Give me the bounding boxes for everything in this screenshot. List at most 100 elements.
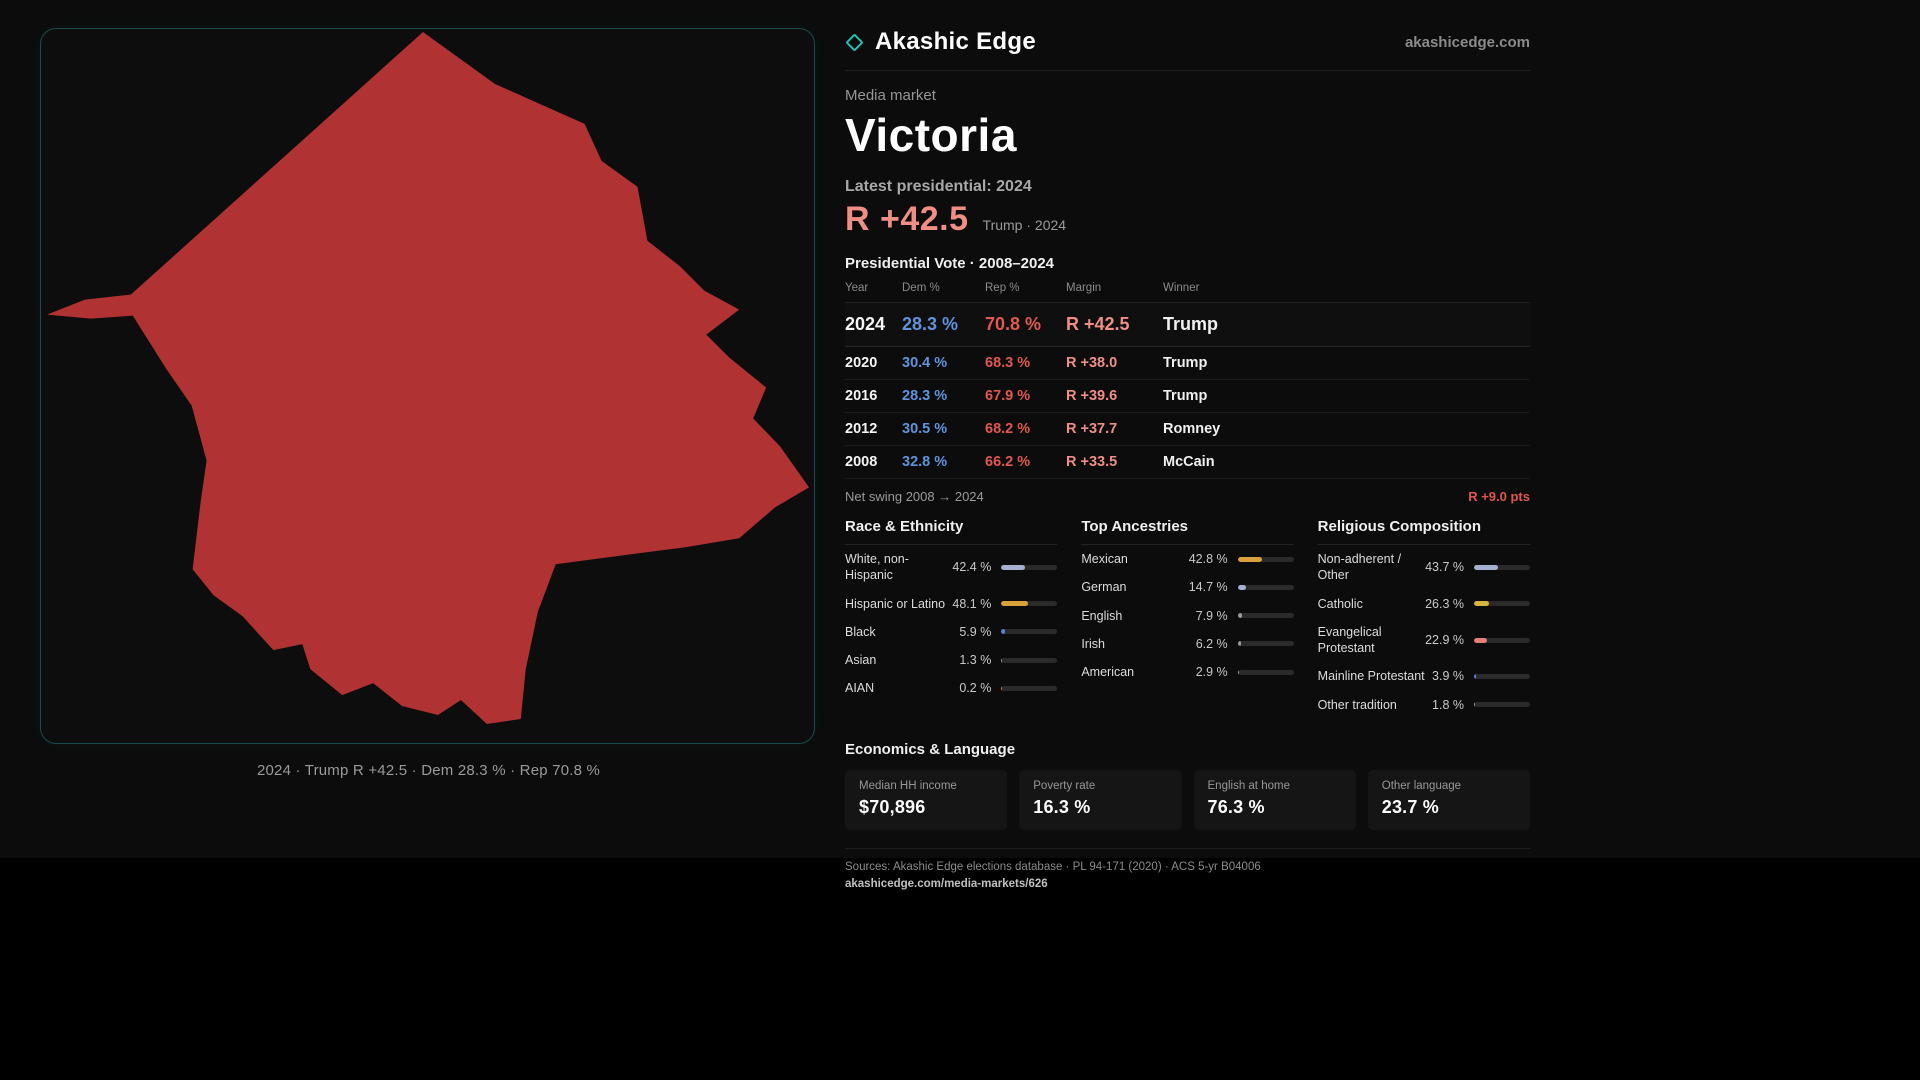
stat-card: Poverty rate 16.3 % — [1019, 769, 1182, 830]
demo-bar-fill — [1473, 601, 1489, 607]
demo-bar-track — [1237, 556, 1294, 562]
demo-label: German — [1081, 580, 1127, 595]
demo-label: Hispanic or Latino — [845, 596, 946, 611]
demo-row: White, non-Hispanic 42.4 % — [845, 545, 1058, 590]
vote-rep-pct: 68.2 % — [985, 421, 1031, 437]
brand-domain: akashicedge.com — [1404, 33, 1530, 51]
demo-row: Asian 1.3 % — [845, 646, 1058, 674]
stat-card: Other language 23.7 % — [1367, 769, 1530, 830]
demo-row: Other tradition 1.8 % — [1318, 691, 1530, 719]
vote-year: 2020 — [845, 355, 878, 371]
demo-bar-track — [1473, 702, 1530, 708]
demo-bar-track — [1473, 601, 1530, 607]
vote-row-2016: 2016 28.3 % 67.9 % R +39.6 Trump — [845, 380, 1530, 413]
vote-year: 2016 — [845, 388, 878, 404]
economics-section: Economics & Language Median HH income $70… — [845, 731, 1530, 830]
demo-label: Catholic — [1317, 596, 1363, 611]
vote-row-2020: 2020 30.4 % 68.3 % R +38.0 Trump — [845, 347, 1530, 380]
vote-table-header: Year Dem % Rep % Margin Winner — [845, 272, 1530, 303]
brand-header: Akashic Edge akashicedge.com — [845, 28, 1530, 71]
vote-margin: R +33.5 — [1066, 454, 1118, 470]
vote-row-2024: 2024 28.3 % 70.8 % R +42.5 Trump — [845, 303, 1530, 347]
demo-label: American — [1081, 665, 1135, 679]
demo-column-title: Top Ancestries — [1081, 510, 1294, 545]
demographics-grid: Race & Ethnicity White, non-Hispanic 42.4 … — [845, 510, 1530, 719]
stat-label: Other language — [1381, 779, 1462, 792]
stat-label: English at home — [1207, 779, 1290, 792]
demo-bar-track — [1001, 601, 1058, 607]
stat-label: Median HH income — [859, 779, 957, 792]
vote-winner: Trump — [1163, 355, 1208, 371]
vote-margin: R +42.5 — [1066, 314, 1130, 334]
demo-bar-track — [1237, 584, 1294, 590]
vote-rep-pct: 68.3 % — [985, 355, 1031, 371]
demo-label: Non-adherent / Other — [1317, 552, 1402, 583]
footer-sources: Sources: Akashic Edge elections database… — [845, 860, 1261, 873]
stat-value: $70,896 — [859, 796, 926, 817]
demo-row: American 2.9 % — [1081, 658, 1294, 686]
net-swing-value: R +9.0 pts — [1468, 489, 1530, 504]
demo-bar-fill — [1237, 613, 1243, 619]
demo-value: 6.2 % — [1195, 636, 1228, 651]
demo-row: Mexican 42.8 % — [1081, 545, 1294, 573]
headline-margin-value: R +42.5 — [845, 200, 969, 238]
market-title: Victoria — [845, 109, 1017, 161]
vote-dem-pct: 32.8 % — [902, 454, 948, 470]
latest-presidential-label: Latest presidential: 2024 — [845, 178, 1032, 195]
vote-winner: Trump — [1163, 314, 1219, 334]
map-panel — [40, 28, 815, 744]
demo-value: 1.3 % — [959, 653, 992, 668]
demo-bar-fill — [1001, 657, 1003, 663]
economics-title: Economics & Language — [845, 740, 1016, 758]
demo-label: Irish — [1081, 636, 1105, 651]
demo-value: 0.2 % — [959, 681, 992, 696]
demo-bar-track — [1001, 685, 1058, 691]
net-swing-label: Net swing 2008 → 2024 — [845, 489, 984, 504]
page: 2024 · Trump R +42.5 · Dem 28.3 % · Rep … — [0, 0, 1920, 890]
vote-dem-pct: 28.3 % — [902, 314, 959, 334]
vote-margin: R +38.0 — [1066, 355, 1118, 371]
demo-bar-fill — [1001, 629, 1005, 635]
vote-column-header-1: Dem % — [902, 282, 940, 294]
region-shape — [46, 31, 810, 725]
footer-permalink[interactable]: akashicedge.com/media-markets/626 — [845, 877, 1048, 890]
demo-row: Catholic 26.3 % — [1318, 590, 1530, 618]
demo-bar-track — [1473, 564, 1530, 570]
demo-column: Religious Composition Non-adherent / Othe… — [1317, 510, 1530, 719]
demo-bar-fill — [1237, 641, 1242, 647]
vote-table-body: 2024 28.3 % 70.8 % R +42.5 Trump 2020 30.4 % 68… — [845, 303, 1530, 479]
demo-row: Mainline Protestant 3.9 % — [1318, 662, 1530, 690]
demo-bar-fill — [1473, 564, 1499, 570]
market-kicker: Media market — [845, 87, 936, 104]
demo-column-title: Religious Composition — [1317, 510, 1530, 545]
demo-label: AIAN — [845, 681, 875, 696]
vote-rep-pct: 67.9 % — [985, 388, 1031, 404]
demo-value: 42.8 % — [1188, 552, 1228, 567]
demo-row: AIAN 0.2 % — [845, 674, 1058, 702]
demo-label: Evangelical Protestant — [1317, 624, 1382, 655]
brand-name: Akashic Edge — [875, 28, 1036, 55]
demo-bar-fill — [1237, 584, 1246, 590]
demo-bar-fill — [1237, 669, 1240, 675]
headline-margin: R +42.5 Trump · 2024 — [845, 200, 1530, 239]
demo-value: 26.3 % — [1425, 596, 1464, 611]
stat-card: English at home 76.3 % — [1193, 769, 1356, 830]
demo-value: 7.9 % — [1195, 608, 1228, 623]
demo-label: Black — [845, 624, 876, 639]
demo-value: 2.9 % — [1195, 665, 1228, 680]
vote-year: 2024 — [845, 314, 886, 334]
demo-label: Mexican — [1081, 552, 1128, 566]
info-column: Akashic Edge akashicedge.com Media marke… — [845, 28, 1530, 890]
demo-row: Evangelical Protestant 22.9 % — [1318, 618, 1530, 663]
vote-column-header-4: Winner — [1163, 282, 1200, 294]
demo-value: 14.7 % — [1188, 580, 1228, 595]
demo-column: Race & Ethnicity White, non-Hispanic 42.4 … — [845, 510, 1058, 719]
map-column: 2024 · Trump R +42.5 · Dem 28.3 % · Rep … — [40, 28, 817, 858]
demo-bar-fill — [1237, 556, 1262, 562]
demo-value: 43.7 % — [1425, 560, 1464, 575]
demo-label: English — [1081, 608, 1123, 623]
vote-winner: Romney — [1163, 421, 1221, 437]
vote-column-header-0: Year — [845, 282, 869, 294]
stat-card: Median HH income $70,896 — [845, 769, 1008, 830]
vote-year: 2008 — [845, 454, 878, 470]
